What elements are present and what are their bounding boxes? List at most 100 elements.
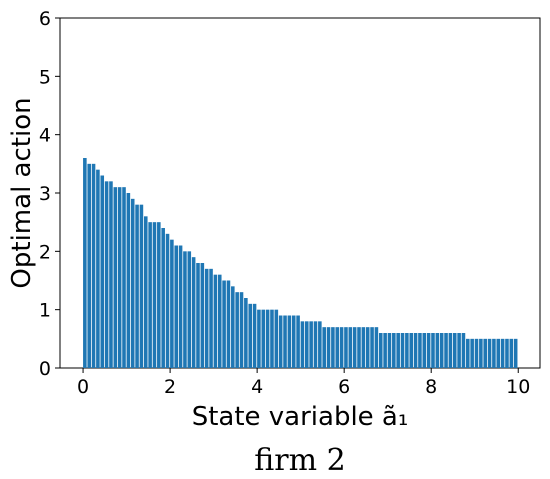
bar xyxy=(139,204,144,368)
bar xyxy=(422,333,427,368)
bar xyxy=(413,333,418,368)
y-tick-label: 2 xyxy=(39,241,51,263)
bar xyxy=(165,233,170,368)
bar xyxy=(383,333,387,368)
bar xyxy=(466,338,470,368)
bar xyxy=(452,333,457,368)
bar xyxy=(96,169,100,368)
bar xyxy=(122,187,126,368)
bar xyxy=(331,327,335,368)
bar xyxy=(392,333,396,368)
bar xyxy=(170,239,174,368)
bar xyxy=(479,338,483,368)
bar xyxy=(231,286,235,368)
bar xyxy=(426,333,431,368)
bar xyxy=(239,292,244,368)
x-tick-label: 10 xyxy=(506,376,530,398)
y-tick-label: 6 xyxy=(39,8,51,30)
bar xyxy=(135,204,139,368)
bar xyxy=(483,338,487,368)
x-tick-label: 6 xyxy=(338,376,350,398)
bar xyxy=(439,333,444,368)
bar xyxy=(365,327,370,368)
bar xyxy=(261,309,266,368)
bar xyxy=(509,338,514,368)
bar xyxy=(387,333,392,368)
bar xyxy=(222,280,226,368)
bar xyxy=(257,309,261,368)
x-axis-label: State variable ã₁ xyxy=(192,402,409,432)
bar xyxy=(248,303,252,368)
y-tick-label: 0 xyxy=(39,358,51,380)
y-tick-label: 1 xyxy=(39,300,51,322)
bar xyxy=(305,321,309,368)
bar xyxy=(318,321,322,368)
bar xyxy=(283,315,287,368)
bar xyxy=(157,222,161,368)
bar xyxy=(226,280,231,368)
x-tick-label: 8 xyxy=(425,376,437,398)
bar xyxy=(291,315,296,368)
bar xyxy=(335,327,340,368)
bar xyxy=(178,245,183,368)
caption: firm 2 xyxy=(254,443,345,478)
bar xyxy=(204,268,209,368)
bar xyxy=(104,181,109,368)
bar xyxy=(448,333,453,368)
bar xyxy=(296,315,300,368)
bar xyxy=(361,327,366,368)
x-tick-label: 0 xyxy=(77,376,89,398)
bar xyxy=(113,187,118,368)
bar xyxy=(213,274,218,368)
bar xyxy=(83,158,87,368)
x-tick-label: 2 xyxy=(164,376,176,398)
bar xyxy=(396,333,400,368)
bar xyxy=(322,327,326,368)
bar xyxy=(130,198,135,368)
bar xyxy=(161,228,165,368)
bar xyxy=(470,338,474,368)
bar xyxy=(200,263,205,368)
bar xyxy=(352,327,357,368)
bar xyxy=(344,327,348,368)
bar xyxy=(244,298,248,368)
bar xyxy=(418,333,422,368)
bar xyxy=(274,309,279,368)
bar xyxy=(87,163,91,368)
bar xyxy=(405,333,409,368)
bar xyxy=(117,187,122,368)
bar xyxy=(252,303,257,368)
bar xyxy=(431,333,435,368)
bar xyxy=(339,327,344,368)
x-tick-label: 4 xyxy=(251,376,263,398)
bar xyxy=(265,309,270,368)
bar xyxy=(183,251,187,368)
bar xyxy=(287,315,292,368)
bar xyxy=(109,181,113,368)
bar xyxy=(278,315,283,368)
bar xyxy=(487,338,492,368)
bar xyxy=(270,309,274,368)
bar xyxy=(513,338,518,368)
bar xyxy=(374,327,379,368)
bar xyxy=(500,338,505,368)
bar xyxy=(209,268,213,368)
y-tick-label: 4 xyxy=(39,125,51,147)
bar xyxy=(409,333,414,368)
bar xyxy=(400,333,405,368)
bar xyxy=(326,327,331,368)
y-tick-label: 5 xyxy=(39,66,51,88)
bar xyxy=(457,333,461,368)
bar xyxy=(191,257,196,368)
bar xyxy=(474,338,479,368)
bar xyxy=(152,222,157,368)
bar xyxy=(217,274,222,368)
bar xyxy=(348,327,353,368)
bar xyxy=(309,321,313,368)
bar xyxy=(126,193,131,368)
bar xyxy=(174,245,179,368)
bar xyxy=(378,333,383,368)
bar xyxy=(235,292,239,368)
bar xyxy=(444,333,448,368)
